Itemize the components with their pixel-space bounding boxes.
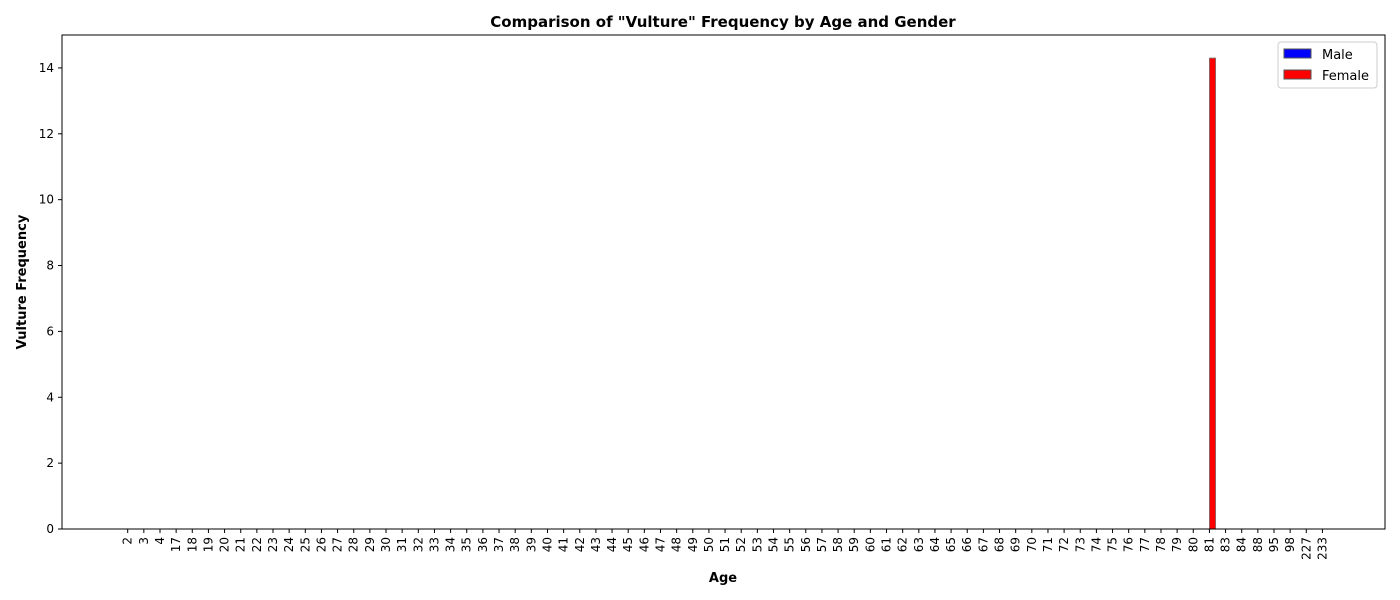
x-tick-label: 23 [266,537,280,552]
x-tick-label: 66 [960,537,974,552]
x-tick-label: 37 [492,537,506,552]
x-tick-label: 33 [427,537,441,552]
x-tick-label: 18 [185,537,199,552]
x-tick-label: 52 [734,537,748,552]
x-tick-label: 44 [605,537,619,552]
x-tick-label: 30 [379,537,393,552]
y-tick-label: 4 [46,390,54,404]
x-tick-label: 26 [314,537,328,552]
x-tick-label: 60 [863,537,877,552]
x-tick-label: 62 [896,537,910,552]
x-tick-label: 49 [686,537,700,552]
x-tick-label: 48 [670,537,684,552]
x-tick-label: 35 [460,537,474,552]
x-tick-label: 76 [1122,537,1136,552]
x-tick-label: 40 [540,537,554,552]
x-tick-label: 20 [218,537,232,552]
legend-label-male: Male [1322,48,1353,63]
chart-title: Comparison of "Vulture" Frequency by Age… [490,13,956,31]
x-tick-label: 42 [573,537,587,552]
x-tick-label: 17 [169,537,183,552]
x-tick-label: 47 [653,537,667,552]
x-tick-label: 41 [557,537,571,552]
x-tick-label: 51 [718,537,732,552]
x-tick-label: 55 [783,537,797,552]
x-tick-label: 46 [637,537,651,552]
x-tick-label: 68 [993,537,1007,552]
x-tick-label: 4 [153,537,167,545]
y-tick-label: 14 [39,61,54,75]
x-tick-label: 21 [234,537,248,552]
y-tick-label: 12 [39,127,54,141]
y-tick-label: 2 [46,456,54,470]
x-tick-label: 45 [621,537,635,552]
x-tick-label: 81 [1202,537,1216,552]
x-tick-label: 80 [1186,537,1200,552]
x-tick-label: 69 [1009,537,1023,552]
x-tick-label: 95 [1267,537,1281,552]
x-tick-label: 67 [976,537,990,552]
x-tick-label: 83 [1219,537,1233,552]
x-tick-label: 70 [1025,537,1039,552]
x-tick-label: 29 [363,537,377,552]
x-tick-label: 25 [298,537,312,552]
x-tick-label: 31 [395,537,409,552]
x-tick-label: 77 [1138,537,1152,552]
x-tick-label: 28 [347,537,361,552]
x-tick-label: 58 [831,537,845,552]
x-tick-label: 227 [1299,537,1313,560]
x-tick-label: 43 [589,537,603,552]
x-tick-label: 39 [524,537,538,552]
bar-female-81 [1209,57,1217,530]
y-tick-label: 10 [39,193,54,207]
x-tick-label: 88 [1251,537,1265,552]
x-tick-label: 64 [928,537,942,552]
x-tick-label: 3 [137,537,151,545]
x-tick-label: 63 [912,537,926,552]
x-tick-label: 36 [476,537,490,552]
x-tick-label: 57 [815,537,829,552]
x-tick-label: 24 [282,537,296,552]
y-tick-label: 0 [46,522,54,536]
x-tick-label: 32 [411,537,425,552]
x-tick-label: 65 [944,537,958,552]
x-tick-label: 84 [1235,537,1249,552]
x-tick-label: 74 [1089,537,1103,552]
legend: Male Female [1277,41,1378,89]
x-axis-label: Age [709,571,737,586]
x-tick-label: 72 [1057,537,1071,552]
x-tick-label: 27 [331,537,345,552]
x-tick-label: 2 [121,537,135,545]
legend-label-female: Female [1322,69,1369,84]
x-tick-label: 56 [799,537,813,552]
x-tick-label: 59 [847,537,861,552]
x-tick-label: 50 [702,537,716,552]
x-tick-label: 78 [1154,537,1168,552]
x-tick-label: 61 [880,537,894,552]
x-tick-label: 75 [1106,537,1120,552]
x-tick-label: 79 [1170,537,1184,552]
legend-swatch-female [1283,69,1312,80]
x-tick-label: 98 [1283,537,1297,552]
x-tick-label: 19 [201,537,215,552]
x-tick-label: 22 [250,537,264,552]
x-tick-label: 73 [1073,537,1087,552]
x-tick-label: 38 [508,537,522,552]
plot-frame [61,34,1386,530]
y-tick-label: 8 [46,259,54,273]
y-tick-label: 6 [46,324,54,338]
x-tick-label: 71 [1041,537,1055,552]
x-tick-label: 54 [767,537,781,552]
x-tick-label: 34 [444,537,458,552]
legend-swatch-male [1283,48,1312,59]
x-tick-label: 53 [750,537,764,552]
x-tick-label: 233 [1315,537,1329,560]
y-axis-label: Vulture Frequency [15,214,30,349]
